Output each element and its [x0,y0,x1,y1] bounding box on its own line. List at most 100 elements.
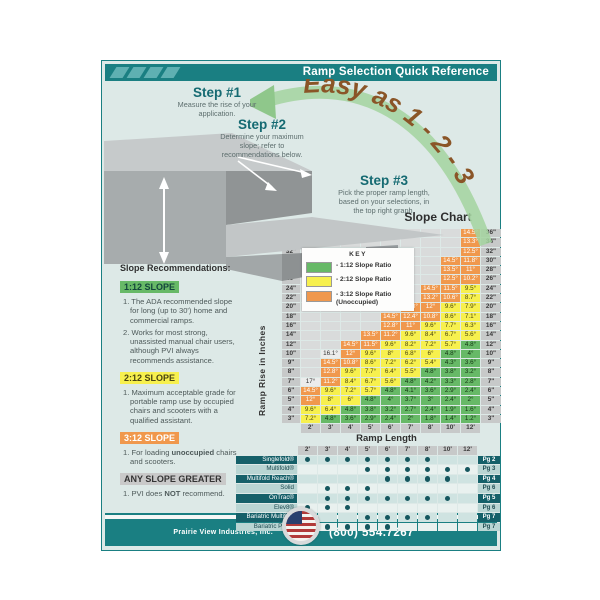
slope-cell: 9.5° [461,284,480,294]
slope-cell: 9.6° [381,340,400,349]
rise-label-right: 8" [481,368,501,377]
header-bar: Ramp Selection Quick Reference [105,64,497,81]
slope-cell: 16.1° [321,349,340,359]
slope-cell [321,331,340,340]
availability-dot-icon [424,495,431,501]
legend-item: - 2:12 Slope Ratio [306,276,410,287]
slope-cell: 3° [421,396,440,405]
rise-label-right: 6" [481,387,501,396]
slope-cell: 4.8° [381,387,400,396]
slope-cell: 4° [461,349,480,359]
availability-dot-icon [304,457,311,463]
slope-cell: 6° [421,349,440,359]
slope-cell: 11.5° [361,340,380,349]
slope-cell: 12° [301,396,320,405]
availability-dot-icon [364,524,371,530]
recommendation-item: 1. PVI does NOT recommend. [123,489,225,499]
slope-cell: 8.7° [461,294,480,303]
slope-cell: 7.2° [421,340,440,349]
slope-cell [361,321,380,331]
rise-label-right: 30" [481,256,501,266]
step-1: Step #1 Measure the rise of your applica… [142,85,292,119]
slope-cell [301,340,320,349]
rise-label-right: 4" [481,405,501,414]
slope-cell [321,340,340,349]
slope-cell [301,312,320,321]
recommendation-sections: 1:12 SLOPE 1. The ADA recommended slope f… [120,277,242,499]
table-column-label: 3' [318,446,337,455]
slope-cell: 2° [401,414,420,424]
slope-cell: 11° [461,266,480,275]
slope-cell: 2.9° [361,414,380,424]
availability-dot-icon [404,514,411,521]
slope-cell: 4.8° [421,368,440,377]
slope-section-badge: 1:12 SLOPE [120,281,180,293]
slope-cell: 9.6° [361,349,380,359]
slope-cell: 11° [401,321,420,331]
rise-label-left: 12" [282,340,300,349]
length-availability-cell [378,522,397,532]
availability-dot-icon [464,466,471,473]
rise-label-right: 18" [481,312,501,321]
rise-label-left: 32" [282,247,300,256]
availability-dot-icon [384,514,391,521]
slope-cell: 2.4° [381,414,400,424]
availability-dot-icon [364,495,371,501]
stair-side-face [282,253,304,281]
table-column-label: 12' [458,446,477,455]
length-availability-cell [458,503,477,513]
slope-cell [301,359,320,368]
page-reference-badge: Pg 3 [478,465,500,474]
length-availability-cell [398,493,417,503]
slope-cell: 12° [341,349,360,359]
slope-recommendations: Slope Recommendations: 1:12 SLOPE 1. The … [120,263,242,502]
slope-cell: 8.6° [361,359,380,368]
slope-cell [361,312,380,321]
rise-label-left: 5" [282,396,300,405]
page-reference-badge: Pg 7 [478,522,500,532]
axis-spacer [478,446,500,455]
slope-cell [301,349,320,359]
ramp-length-column-label: 8' [421,424,440,433]
slope-cell: 3.6° [341,414,360,424]
slope-cell [301,331,320,340]
length-availability-cell [418,493,437,503]
slope-cell: 7.9° [461,303,480,312]
slope-cell: 9.6° [401,331,420,340]
availability-dot-icon [324,524,331,530]
page-reference-badge: Pg 6 [478,503,500,513]
recommendation-item: 1. The ADA recommended slope for long (u… [123,297,233,325]
table-column-label: 6' [378,446,397,455]
length-availability-cell [378,513,397,522]
slope-cell [381,238,400,247]
slope-cell: 6° [341,396,360,405]
slope-cell: 3.2° [381,405,400,414]
step-1-desc: Measure the rise of your application. [177,100,257,118]
legend-items: - 1:12 Slope Ratio - 2:12 Slope Ratio - 3:… [306,261,410,307]
rise-label-right: 26" [481,275,501,284]
ramp-length-column-label: 4' [341,424,360,433]
slope-cell: 14.5° [301,387,320,396]
slope-cell [301,321,320,331]
step-3: Step #3 Pick the proper ramp length, bas… [324,173,444,215]
length-availability-cell [298,465,317,474]
slope-cell [341,321,360,331]
slope-cell: 2.4° [441,396,460,405]
availability-dot-icon [324,486,331,492]
rise-label-right: 5" [481,396,501,405]
legend-label: - 1:12 Slope Ratio [336,261,392,269]
slope-cell: 10.2° [461,275,480,284]
slope-cell: 14.5° [461,229,480,238]
recommendation-item: 1. For loading unoccupied chairs and sco… [123,447,237,466]
slope-cell [321,321,340,331]
product-label: Bariatric Multifold [236,513,297,522]
slope-cell [421,238,440,247]
slope-cell [341,331,360,340]
slope-cell: 8.4° [421,331,440,340]
length-availability-cell [458,474,477,484]
length-availability-cell [318,465,337,474]
availability-dot-icon [404,476,411,482]
rise-label-left: 4" [282,405,300,414]
slope-cell: 7.2° [341,387,360,396]
rise-label-left: 16" [282,321,300,331]
